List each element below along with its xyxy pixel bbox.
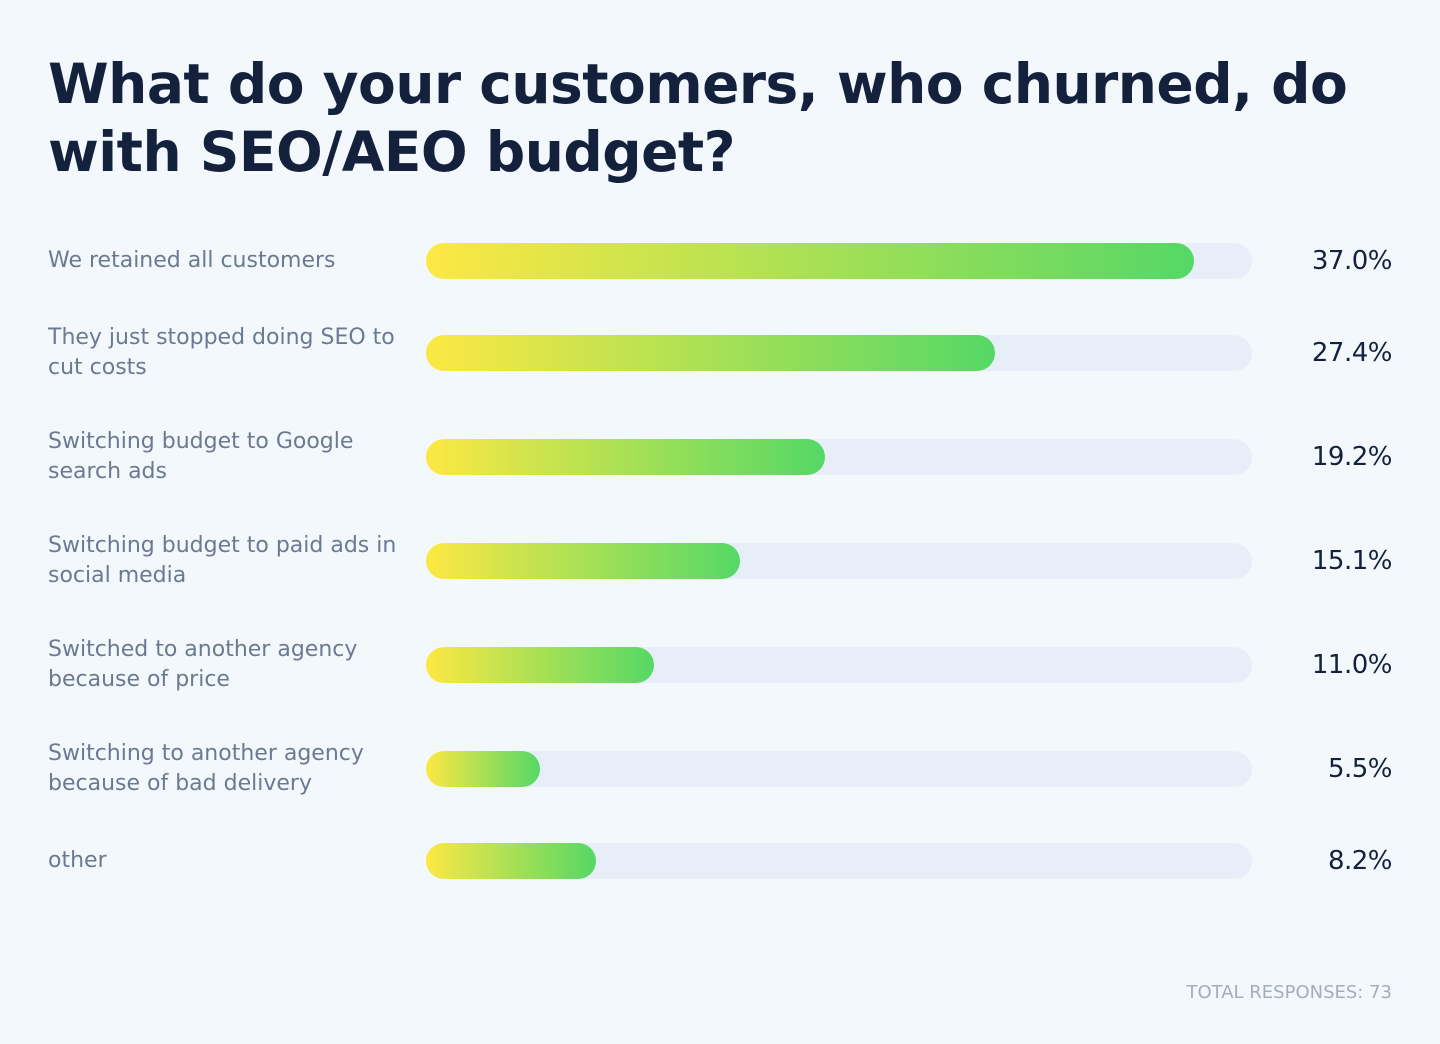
value-label: 37.0% bbox=[1311, 246, 1393, 276]
bar bbox=[426, 543, 740, 579]
bar-row: other 8.2% bbox=[48, 843, 1393, 879]
bar-list: We retained all customers 37.0% They just … bbox=[48, 243, 1393, 879]
bar-track bbox=[426, 843, 1252, 879]
value-label: 8.2% bbox=[1327, 846, 1393, 876]
category-label: other bbox=[48, 848, 107, 873]
value-label: 27.4% bbox=[1311, 338, 1393, 368]
category-label: Switching to another agency because of b… bbox=[48, 741, 364, 796]
chart-title: What do your customers, who churned, do … bbox=[48, 52, 1348, 184]
bar-track bbox=[426, 335, 1252, 371]
bar-row: Switched to another agency because of pr… bbox=[48, 635, 1393, 695]
footnote: TOTAL RESPONSES: 73 bbox=[1186, 982, 1392, 1003]
bar bbox=[426, 647, 655, 683]
bar-track bbox=[426, 751, 1252, 787]
value-label: 15.1% bbox=[1311, 546, 1393, 576]
category-label: We retained all customers bbox=[48, 248, 336, 273]
value-label: 11.0% bbox=[1311, 650, 1393, 680]
bar bbox=[426, 843, 597, 879]
bar bbox=[426, 751, 541, 787]
bar-track bbox=[426, 647, 1252, 683]
bar bbox=[426, 335, 995, 371]
bar-track bbox=[426, 543, 1252, 579]
bar-row: They just stopped doing SEO to cut costs… bbox=[48, 323, 1393, 383]
bar-row: Switching budget to paid ads in social m… bbox=[48, 531, 1393, 591]
bar-track bbox=[426, 439, 1252, 475]
category-label: Switching budget to Google search ads bbox=[48, 429, 354, 484]
bar-row: We retained all customers 37.0% bbox=[48, 243, 1393, 279]
category-label: Switched to another agency because of pr… bbox=[48, 637, 358, 692]
category-label: They just stopped doing SEO to cut costs bbox=[48, 325, 395, 380]
bar-row: Switching budget to Google search ads 19.… bbox=[48, 427, 1393, 487]
bar-row: Switching to another agency because of b… bbox=[48, 739, 1393, 799]
value-label: 19.2% bbox=[1311, 442, 1393, 472]
bar bbox=[426, 439, 825, 475]
bar-track bbox=[426, 243, 1252, 279]
value-label: 5.5% bbox=[1327, 754, 1393, 784]
category-label: Switching budget to paid ads in social m… bbox=[48, 533, 397, 588]
bar bbox=[426, 243, 1195, 279]
